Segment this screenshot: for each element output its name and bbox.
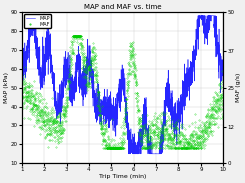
X-axis label: Trip Time (min): Trip Time (min) (99, 174, 146, 179)
Title: MAP and MAF vs. time: MAP and MAF vs. time (84, 4, 161, 10)
Y-axis label: MAF (g/s): MAF (g/s) (236, 73, 241, 102)
Y-axis label: MAP (kPa): MAP (kPa) (4, 72, 9, 103)
MAF (101, 147, 104, 149)
MAF (20, 94, 23, 96)
MAP (127, 153, 130, 155)
Legend: MAP, MAF: MAP, MAF (24, 14, 51, 28)
Line: MAF: MAF (21, 36, 224, 148)
MAF (216, 109, 219, 112)
MAF (113, 147, 116, 149)
MAF (31, 107, 34, 109)
MAP (216, 51, 219, 54)
MAP (31, 25, 34, 27)
MAF (71, 35, 74, 37)
MAF (119, 146, 122, 148)
Line: MAP: MAP (22, 16, 223, 154)
MAP (113, 106, 116, 109)
MAP (118, 96, 121, 99)
MAP (29, 15, 32, 17)
MAP (179, 121, 182, 123)
MAP (20, 57, 23, 59)
MAP (216, 45, 219, 47)
MAF (179, 147, 182, 149)
MAF (222, 93, 225, 95)
MAP (222, 79, 225, 81)
MAF (216, 126, 219, 128)
